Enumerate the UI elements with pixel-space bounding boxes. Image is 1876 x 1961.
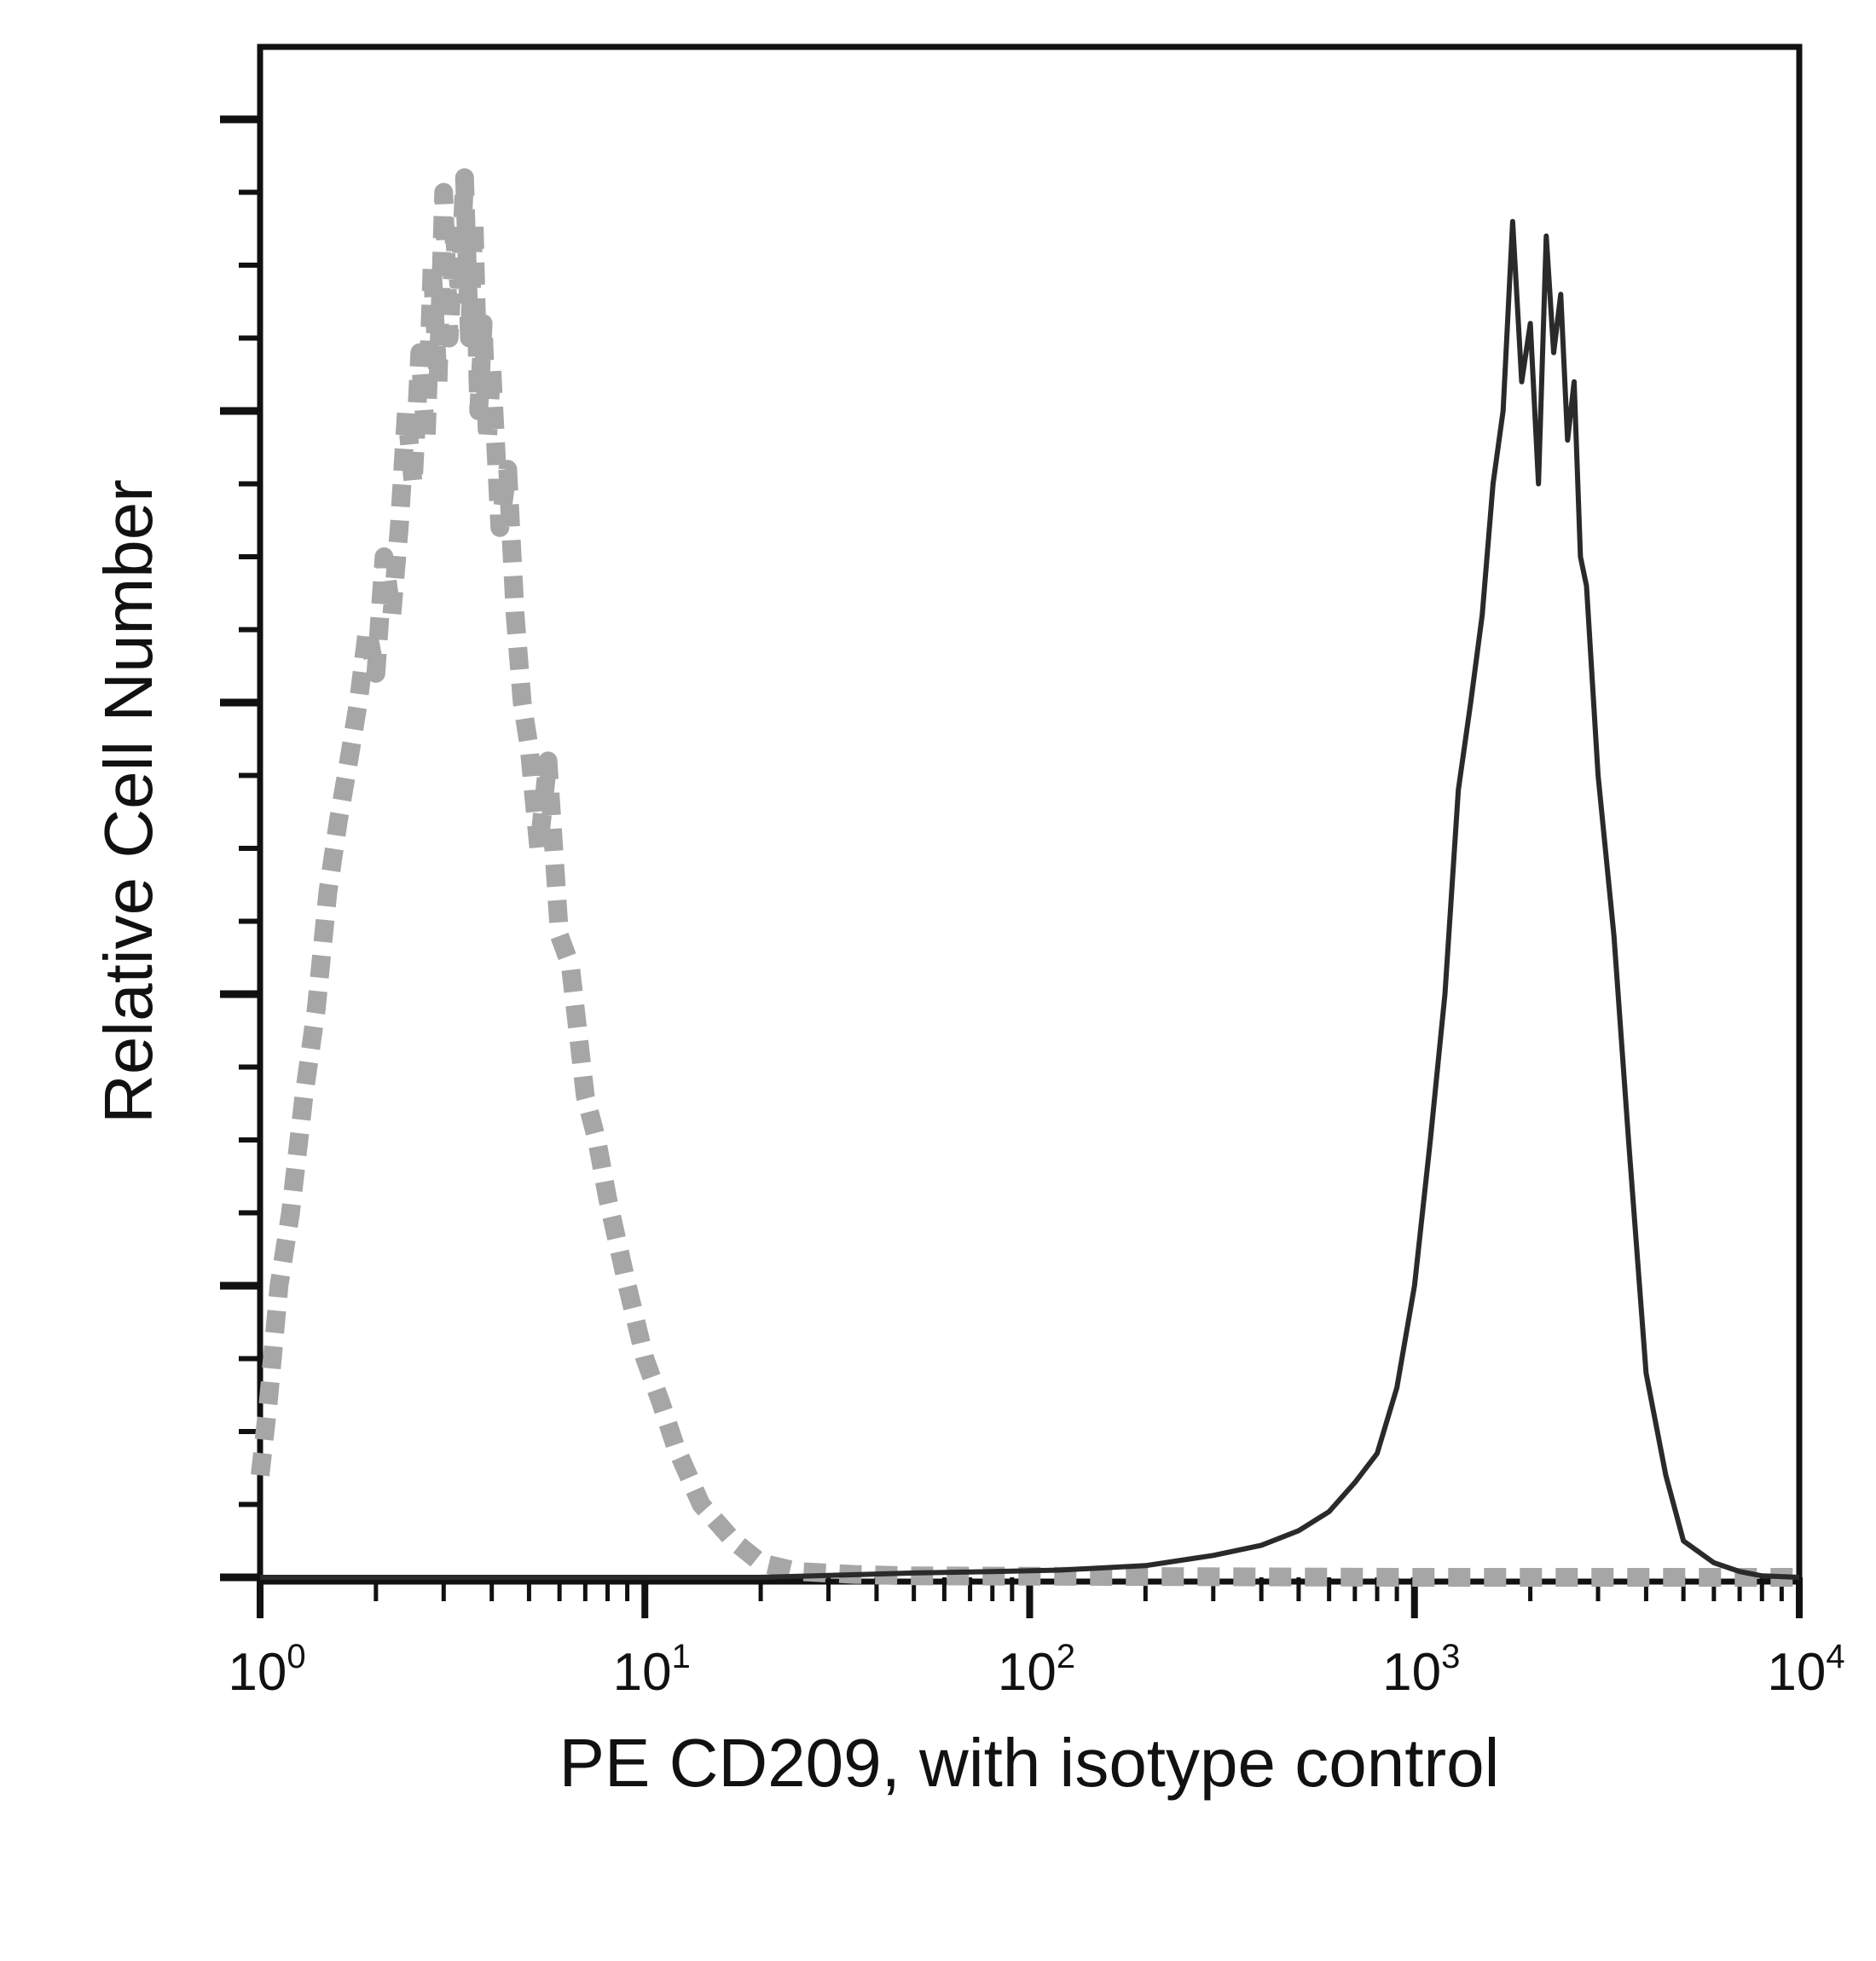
y-axis-ticks — [220, 115, 260, 1582]
x-tick-label: 102 — [998, 1638, 1075, 1702]
plot-frame — [257, 43, 1803, 1585]
x-axis-title: PE CD209, with isotype control — [559, 1725, 1500, 1801]
x-tick-label: 100 — [228, 1638, 305, 1702]
x-tick-label: 104 — [1767, 1638, 1844, 1702]
series-layer — [251, 168, 1800, 1587]
y-axis-title: Relative Cell Number — [90, 479, 166, 1124]
isotype-control-series — [251, 168, 1799, 1587]
x-tick-label: 103 — [1382, 1638, 1460, 1702]
x-tick-labels: 100 101 102 103 104 — [228, 1638, 1844, 1702]
cd209-series — [260, 218, 1800, 1580]
x-tick-label: 101 — [613, 1638, 691, 1702]
x-axis-ticks — [257, 1577, 1803, 1618]
